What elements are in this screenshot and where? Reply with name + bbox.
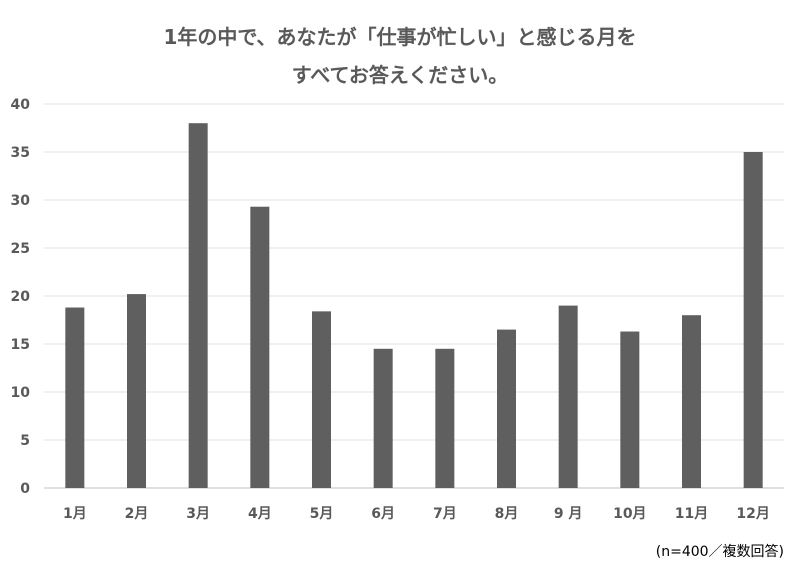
y-tick-label: 10 — [11, 385, 31, 401]
x-tick-label: 5月 — [310, 506, 334, 522]
bar — [312, 311, 331, 488]
x-tick-label: 12月 — [736, 506, 769, 522]
x-tick-label: 4月 — [248, 506, 272, 522]
x-tick-label: 11月 — [675, 506, 708, 522]
x-tick-label: 1月 — [63, 506, 87, 522]
bar — [65, 307, 85, 488]
x-tick-label: 2月 — [125, 506, 149, 522]
x-tick-label: 8月 — [495, 506, 519, 522]
bar — [188, 123, 208, 488]
chart-title-line-1: 1年の中で、あなたが「仕事が忙しい」と感じる月を — [163, 25, 636, 49]
x-tick-label: 6月 — [371, 506, 395, 522]
sample-note: (n=400／複数回答) — [656, 543, 784, 560]
y-tick-label: 15 — [11, 337, 30, 353]
x-tick-label: 3月 — [186, 506, 210, 522]
bar — [497, 329, 516, 488]
y-tick-label: 5 — [20, 433, 30, 449]
x-tick-label: 10月 — [613, 506, 646, 522]
bar — [250, 206, 270, 488]
bar — [373, 348, 393, 488]
bar — [743, 152, 763, 488]
y-tick-label: 0 — [20, 481, 30, 497]
bar — [620, 331, 640, 488]
bar — [558, 305, 578, 488]
chart-title-line-2: すべてお答えください。 — [292, 63, 509, 87]
x-tick-label: 7月 — [433, 506, 457, 522]
bar — [682, 315, 701, 488]
bar — [435, 348, 455, 488]
y-tick-label: 20 — [11, 289, 31, 305]
y-tick-label: 40 — [11, 97, 31, 113]
bar — [127, 294, 146, 488]
y-tick-label: 35 — [11, 145, 30, 161]
x-tick-label: 9 月 — [554, 506, 583, 522]
y-tick-label: 30 — [11, 193, 31, 209]
y-tick-label: 25 — [11, 241, 30, 257]
